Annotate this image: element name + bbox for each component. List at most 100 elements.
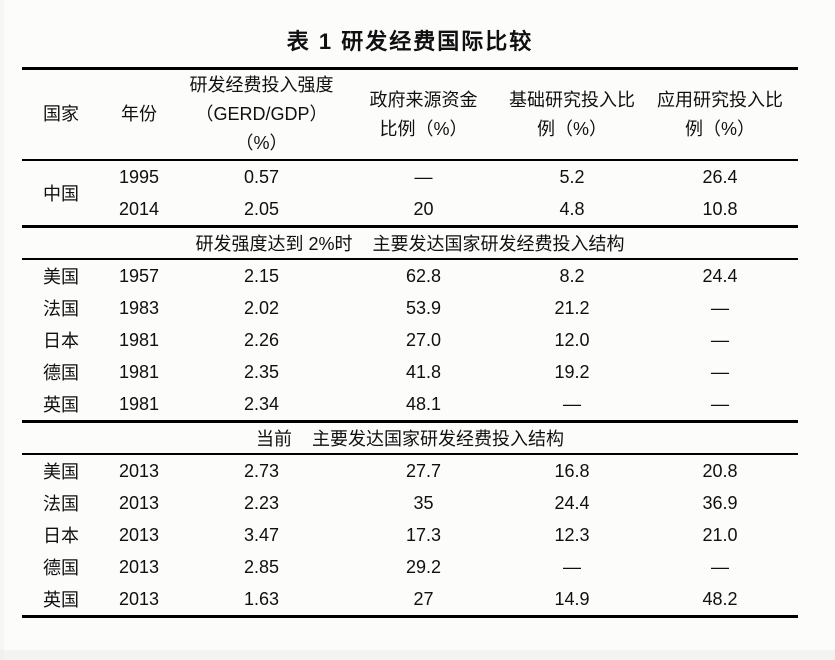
- country-cell: 德国: [43, 558, 79, 578]
- scan-artifact-left-edge: [0, 0, 4, 660]
- gov-header-line2: 比例（%）: [379, 118, 468, 139]
- gov-cell: 35: [413, 492, 434, 513]
- section1-label-prefix: 研发强度达到 2%时: [195, 234, 353, 254]
- gov-cell: 29.2: [405, 556, 442, 577]
- applied-cell: 21.0: [702, 524, 738, 545]
- gov-cell: 27.7: [405, 460, 442, 481]
- year-cell: 1981: [118, 329, 160, 350]
- basic-cell: —: [563, 393, 581, 414]
- section2-header: 当前 主要发达国家研发经费投入结构: [22, 422, 798, 455]
- gerd-cell: 2.73: [243, 460, 280, 481]
- gerd-cell: 2.26: [243, 329, 280, 350]
- column-header-gerd: 研发经费投入强度 （GERD/GDP） （%）: [178, 69, 345, 161]
- gerd-cell: 1.63: [243, 588, 280, 609]
- table-row: 德国 2013 2.85 29.2 — —: [22, 551, 798, 583]
- gerd-cell: 3.47: [243, 524, 280, 545]
- gov-cell: 20: [413, 198, 434, 219]
- gerd-cell: 2.85: [243, 556, 280, 577]
- section-header-row: 研发强度达到 2%时 主要发达国家研发经费投入结构: [22, 227, 798, 260]
- section2-rows: 美国 2013 2.73 27.7 16.8 20.8 法国 2013 2.23…: [22, 454, 798, 617]
- country-cell: 法国: [43, 494, 79, 514]
- gerd-cell: 2.23: [243, 492, 280, 513]
- column-header-country-label: 国家: [43, 104, 79, 124]
- applied-cell: 26.4: [702, 166, 738, 187]
- country-cell: 英国: [43, 395, 79, 415]
- year-cell: 2013: [118, 588, 160, 609]
- applied-cell: —: [711, 361, 729, 382]
- gerd-cell: 2.02: [243, 297, 280, 318]
- section2-header-cell: 当前 主要发达国家研发经费投入结构: [22, 422, 798, 455]
- column-header-year: 年份: [100, 69, 178, 161]
- table-container: 表 1 研发经费国际比较 国家 年份 研发经费投入强度 （GERD/GDP）: [22, 28, 798, 618]
- applied-cell: 36.9: [702, 492, 738, 513]
- basic-cell: 12.0: [554, 329, 590, 350]
- table-row: 英国 2013 1.63 27 14.9 48.2: [22, 583, 798, 617]
- year-cell: 2013: [118, 460, 160, 481]
- year-cell: 1983: [118, 297, 160, 318]
- rd-comparison-table: 国家 年份 研发经费投入强度 （GERD/GDP） （%） 政府来源资金 比例（…: [22, 67, 798, 618]
- section2-label-prefix: 当前: [256, 429, 292, 449]
- year-cell: 2013: [118, 524, 160, 545]
- gerd-cell: 0.57: [243, 166, 280, 187]
- basic-cell: 4.8: [559, 198, 585, 219]
- basic-cell: 21.2: [554, 297, 590, 318]
- table-header: 国家 年份 研发经费投入强度 （GERD/GDP） （%） 政府来源资金 比例（…: [22, 69, 798, 161]
- country-cell: 日本: [43, 526, 79, 546]
- applied-cell: 10.8: [702, 198, 738, 219]
- gerd-cell: 2.05: [243, 198, 280, 219]
- applied-cell: 24.4: [702, 265, 738, 286]
- applied-header-line2: 例（%）: [684, 118, 755, 139]
- gov-header-line1: 政府来源资金: [369, 89, 478, 110]
- basic-header-line2: 例（%）: [536, 118, 607, 139]
- gov-cell: 41.8: [405, 361, 442, 382]
- basic-cell: —: [563, 556, 581, 577]
- table-row: 美国 1957 2.15 62.8 8.2 24.4: [22, 259, 798, 292]
- gov-cell: 27.0: [405, 329, 442, 350]
- gov-cell: 62.8: [405, 265, 442, 286]
- year-cell: 1981: [118, 393, 160, 414]
- column-header-gov-funding: 政府来源资金 比例（%）: [345, 69, 502, 161]
- table-row: 2014 2.05 20 4.8 10.8: [22, 193, 798, 227]
- applied-cell: —: [711, 393, 729, 414]
- column-header-country: 国家: [22, 69, 100, 161]
- country-cell: 法国: [43, 299, 79, 319]
- section1-label-main: 主要发达国家研发经费投入结构: [372, 234, 625, 254]
- country-cell: 美国: [43, 462, 79, 482]
- table-header-row: 国家 年份 研发经费投入强度 （GERD/GDP） （%） 政府来源资金 比例（…: [22, 69, 798, 161]
- section1-header-cell: 研发强度达到 2%时 主要发达国家研发经费投入结构: [22, 227, 798, 260]
- country-cell: 美国: [43, 267, 79, 287]
- column-header-year-label: 年份: [121, 104, 157, 124]
- gerd-cell: 2.35: [243, 361, 280, 382]
- table-row: 英国 1981 2.34 48.1 — —: [22, 388, 798, 422]
- table-row: 中国 1995 0.57 — 5.2 26.4: [22, 160, 798, 205]
- year-cell: 2013: [118, 492, 160, 513]
- year-cell: 1981: [118, 361, 160, 382]
- basic-cell: 24.4: [554, 492, 590, 513]
- gerd-header-line1: 研发经费投入强度: [189, 75, 334, 95]
- gov-cell: 27: [413, 588, 434, 609]
- column-header-basic-research: 基础研究投入比 例（%）: [502, 69, 642, 161]
- applied-cell: —: [711, 556, 729, 577]
- applied-cell: —: [711, 329, 729, 350]
- country-cell: 中国: [43, 184, 79, 204]
- applied-cell: 48.2: [702, 588, 738, 609]
- basic-cell: 12.3: [554, 524, 590, 545]
- china-block: 中国 1995 0.57 — 5.2 26.4 2014 2.05 20 4.8…: [22, 160, 798, 227]
- gerd-cell: 2.15: [243, 265, 280, 286]
- gerd-header-line3: （%）: [235, 133, 288, 153]
- scan-artifact-bottom-edge: [0, 650, 835, 660]
- table-row: 日本 2013 3.47 17.3 12.3 21.0: [22, 519, 798, 551]
- basic-header-line1: 基础研究投入比: [509, 89, 635, 110]
- basic-cell: 16.8: [554, 460, 590, 481]
- gov-cell: 53.9: [405, 297, 442, 318]
- basic-cell: 14.9: [554, 588, 590, 609]
- country-cell: 日本: [43, 331, 79, 351]
- section-header-row: 当前 主要发达国家研发经费投入结构: [22, 422, 798, 455]
- table-row: 日本 1981 2.26 27.0 12.0 —: [22, 324, 798, 356]
- gerd-cell: 2.34: [243, 393, 280, 414]
- country-cell: 德国: [43, 363, 79, 383]
- year-cell: 1957: [118, 265, 160, 286]
- year-cell: 1995: [118, 166, 160, 187]
- table-row: 法国 2013 2.23 35 24.4 36.9: [22, 487, 798, 519]
- gov-cell: —: [414, 166, 433, 187]
